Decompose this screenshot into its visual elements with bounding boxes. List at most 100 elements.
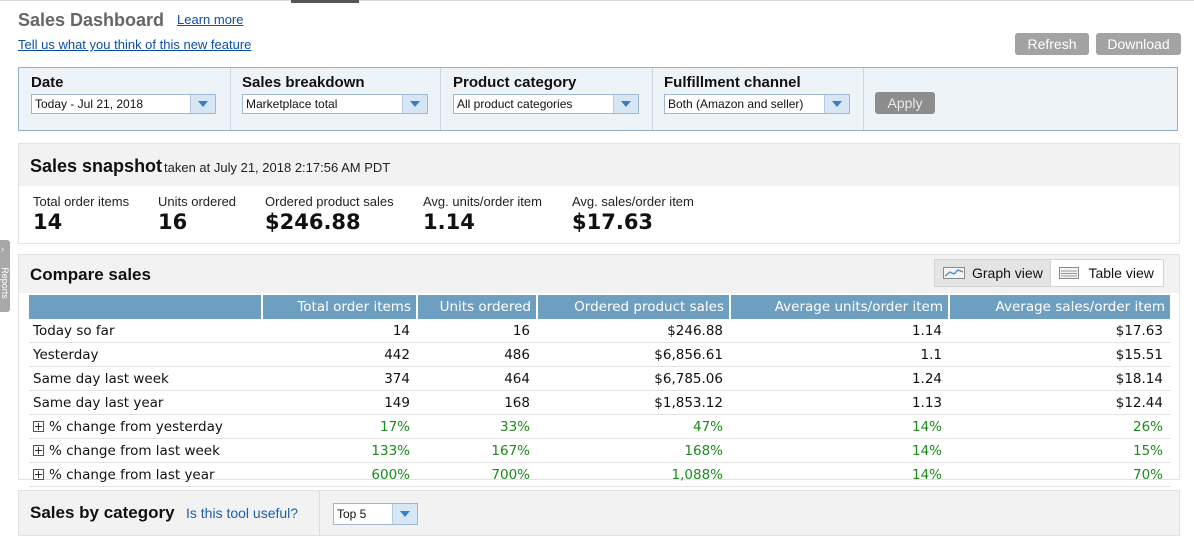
fulfillment-channel-filter: Fulfillment channel Both (Amazon and sel…: [652, 68, 864, 130]
divider: [319, 491, 320, 535]
metric-avg-units: Avg. units/order item 1.14: [423, 194, 542, 234]
metric-label: Ordered product sales: [265, 194, 394, 209]
date-select[interactable]: Today - Jul 21, 2018: [31, 94, 216, 114]
table-cell: 486: [417, 342, 537, 367]
column-header: Average sales/order item: [948, 295, 1170, 319]
filter-bar: Date Today - Jul 21, 2018 Sales breakdow…: [18, 67, 1178, 131]
graph-view-button[interactable]: Graph view: [935, 260, 1051, 286]
expand-plus-icon[interactable]: [33, 420, 44, 432]
change-row: % change from yesterday 17% 33% 47% 14% …: [29, 414, 1170, 439]
table-cell: $18.14: [949, 366, 1170, 391]
table-cell: 1.24: [730, 366, 949, 391]
metric-total-order-items: Total order items 14: [33, 194, 129, 234]
column-header: Ordered product sales: [536, 295, 730, 319]
table-cell: 17%: [262, 414, 417, 439]
sales-snapshot-timestamp: taken at July 21, 2018 2:17:56 AM PDT: [164, 160, 391, 175]
chevron-down-icon: [824, 95, 849, 113]
fulfillment-channel-label: Fulfillment channel: [664, 74, 801, 91]
metric-avg-sales: Avg. sales/order item $17.63: [572, 194, 694, 234]
table-cell: 149: [262, 390, 417, 415]
row-label: Yesterday: [29, 342, 262, 367]
product-category-label: Product category: [453, 74, 577, 91]
table-cell: 442: [262, 342, 417, 367]
metric-label: Units ordered: [158, 194, 237, 209]
row-label-text: % change from yesterday: [49, 418, 223, 435]
metric-ordered-product-sales: Ordered product sales $246.88: [265, 194, 394, 234]
table-cell: 167%: [417, 438, 537, 463]
feedback-link[interactable]: Tell us what you think of this new featu…: [18, 37, 252, 52]
sales-breakdown-filter: Sales breakdown Marketplace total: [230, 68, 441, 130]
graph-view-label: Graph view: [972, 265, 1043, 281]
date-filter: Date Today - Jul 21, 2018: [19, 68, 231, 130]
table-row: Today so far 14 16 $246.88 1.14 $17.63: [29, 319, 1170, 343]
table-cell: $15.51: [949, 342, 1170, 367]
row-label: % change from yesterday: [29, 414, 262, 439]
table-cell: 133%: [262, 438, 417, 463]
metric-label: Avg. units/order item: [423, 194, 542, 209]
table-cell: 464: [417, 366, 537, 391]
apply-button[interactable]: Apply: [875, 92, 935, 114]
table-cell: 14%: [730, 438, 949, 463]
tool-useful-link[interactable]: Is this tool useful?: [186, 505, 299, 521]
line-chart-icon: [943, 267, 965, 279]
refresh-button[interactable]: Refresh: [1015, 33, 1089, 55]
metric-label: Total order items: [33, 194, 130, 209]
reports-side-tab[interactable]: › Reports: [0, 240, 10, 312]
product-category-filter: Product category All product categories: [441, 68, 653, 130]
table-cell: 16: [417, 319, 537, 343]
table-cell: 700%: [417, 462, 537, 487]
product-category-select[interactable]: All product categories: [453, 94, 639, 114]
column-header: [29, 295, 262, 319]
chevron-down-icon: [402, 95, 427, 113]
table-view-button[interactable]: Table view: [1050, 260, 1163, 286]
table-cell: 168%: [537, 438, 730, 463]
chevron-down-icon: [190, 95, 215, 113]
table-cell: 168: [417, 390, 537, 415]
table-cell: 70%: [949, 462, 1170, 487]
fulfillment-channel-value: Both (Amazon and seller): [668, 97, 804, 111]
expand-plus-icon[interactable]: [33, 444, 44, 456]
table-cell: $12.44: [949, 390, 1170, 415]
table-cell: $6,856.61: [537, 342, 730, 367]
learn-more-link[interactable]: Learn more: [177, 12, 244, 27]
sales-breakdown-value: Marketplace total: [246, 97, 338, 111]
sales-breakdown-label: Sales breakdown: [242, 74, 365, 91]
row-label: Today so far: [29, 319, 262, 343]
table-cell: 1.13: [730, 390, 949, 415]
row-label: Same day last week: [29, 366, 262, 391]
sales-by-category-title: Sales by category: [30, 503, 175, 522]
table-cell: 15%: [949, 438, 1170, 463]
active-tab-indicator: [291, 0, 359, 3]
top-n-select[interactable]: Top 5: [333, 503, 418, 525]
table-cell: 14%: [730, 414, 949, 439]
expand-plus-icon[interactable]: [33, 468, 44, 480]
metric-label: Avg. sales/order item: [572, 194, 694, 209]
sales-snapshot-panel: Sales snapshot taken at July 21, 2018 2:…: [18, 143, 1180, 244]
table-cell: 1,088%: [537, 462, 730, 487]
table-cell: 1.1: [730, 342, 949, 367]
date-select-value: Today - Jul 21, 2018: [35, 97, 144, 111]
download-button[interactable]: Download: [1096, 33, 1181, 55]
metric-value: 14: [33, 210, 63, 234]
table-cell: 47%: [537, 414, 730, 439]
sales-breakdown-select[interactable]: Marketplace total: [242, 94, 428, 114]
metric-value: 16: [158, 210, 188, 234]
row-label-text: % change from last week: [49, 442, 220, 459]
view-toggle: Graph view Table view: [934, 259, 1164, 287]
compare-sales-panel: Compare sales Graph view Table view: [18, 254, 1180, 487]
table-row: Yesterday 442 486 $6,856.61 1.1 $15.51: [29, 342, 1170, 367]
column-header: Units ordered: [416, 295, 537, 319]
chevron-down-icon: [392, 504, 417, 524]
table-cell: $1,853.12: [537, 390, 730, 415]
table-icon: [1059, 267, 1080, 279]
sales-snapshot-header: [19, 144, 1179, 186]
chevron-down-icon: [613, 95, 638, 113]
table-cell: 26%: [949, 414, 1170, 439]
fulfillment-channel-select[interactable]: Both (Amazon and seller): [664, 94, 850, 114]
table-row: Same day last week 374 464 $6,785.06 1.2…: [29, 366, 1170, 391]
table-cell: 374: [262, 366, 417, 391]
change-row: % change from last week 133% 167% 168% 1…: [29, 438, 1170, 463]
table-cell: 14%: [730, 462, 949, 487]
product-category-value: All product categories: [457, 97, 573, 111]
table-row: Same day last year 149 168 $1,853.12 1.1…: [29, 390, 1170, 415]
